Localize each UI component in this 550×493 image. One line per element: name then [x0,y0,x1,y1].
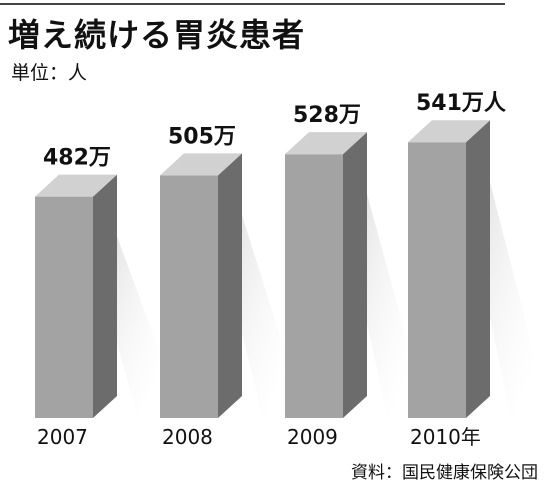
bar-top [35,174,117,197]
bar-front [160,175,218,418]
chart-title: 増え続ける胃炎患者 [8,16,306,54]
bar-2 [285,132,412,418]
category-label: 2010年 [410,425,481,449]
bar-side [93,174,117,418]
bar-1 [160,153,287,418]
source-label: 資料：国民健康保険公団 [351,463,538,483]
value-label: 482万 [43,146,111,171]
top-rule [0,3,505,5]
category-label: 2009 [287,425,338,449]
bar-top [408,120,490,143]
bar-front [408,142,466,418]
bar-3 [408,120,535,418]
unit-label: 単位：人 [11,62,88,84]
bar-front [35,196,93,418]
bar-side [466,120,490,418]
bar-side [218,153,242,418]
category-label: 2008 [162,425,213,449]
value-label: 505万 [168,124,236,149]
value-label: 541万人 [416,91,506,116]
bar-top [285,132,367,155]
bar-0 [35,174,162,418]
category-label: 2007 [37,425,88,449]
bar-top [160,153,242,176]
bar-side [343,132,367,418]
value-label: 528万 [293,103,361,128]
bar-front [285,154,343,418]
